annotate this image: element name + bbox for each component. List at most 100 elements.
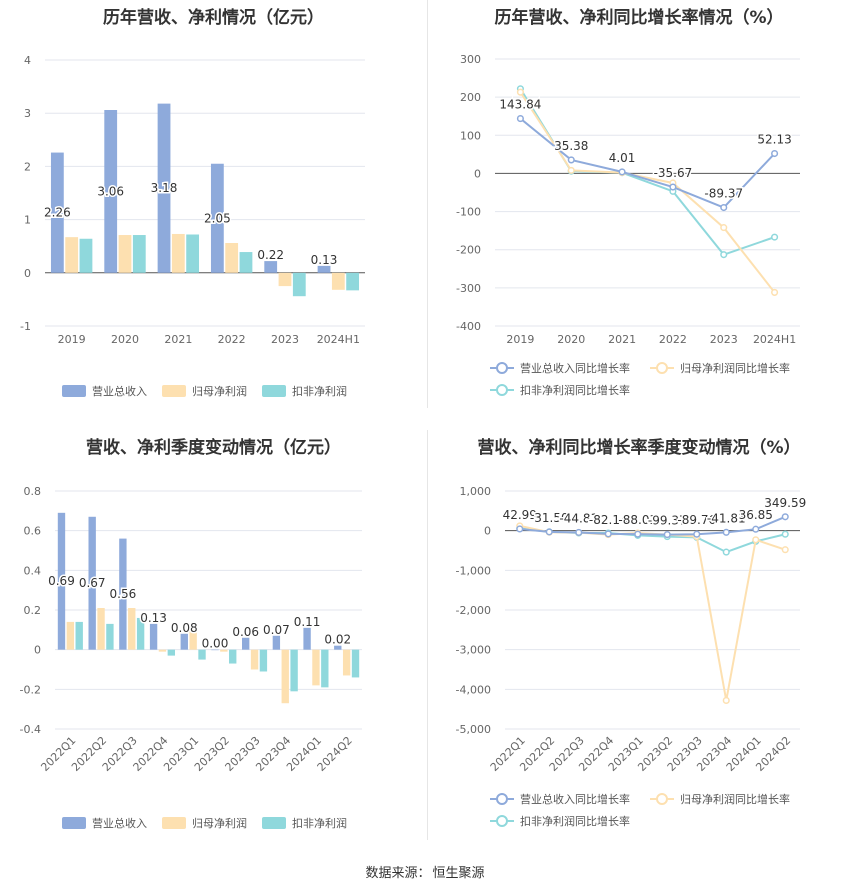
data-label: 0.13	[140, 611, 167, 625]
legend-swatch-marker	[496, 384, 508, 396]
data-label: -44.81	[559, 511, 598, 525]
legend-swatch	[62, 817, 86, 829]
bar-归母净利润	[171, 233, 185, 273]
y-tick-label: 0	[484, 525, 491, 538]
point-扣非净利润同比增长率	[722, 548, 730, 556]
data-label: 143.84	[499, 98, 541, 112]
bar-归母净利润	[278, 272, 292, 287]
legend-label: 扣非净利润同比增长率	[520, 814, 630, 828]
bar-营业总收入	[50, 152, 64, 273]
bar-扣非净利润	[106, 623, 114, 650]
data-label: 0.07	[263, 623, 290, 637]
point-营业总收入同比增长率	[618, 168, 626, 176]
bar-归母净利润	[128, 608, 136, 650]
data-label: 0.67	[79, 576, 106, 590]
point-营业总收入同比增长率	[516, 115, 524, 123]
point-营业总收入同比增长率	[567, 156, 575, 164]
bar-扣非净利润	[136, 617, 145, 650]
data-label: -82.14	[589, 513, 628, 527]
bar-归母净利润	[189, 627, 197, 650]
annual-bar-chart-svg: -1 0 1 2 3 4 2019 2020 2021 2022 2023 2024H1 2.26 3.0…	[20, 54, 365, 398]
bar-归母净利润	[250, 649, 259, 670]
data-label: 0.00	[202, 637, 229, 651]
bar-扣非净利润	[346, 272, 360, 291]
y-tick-label: 2	[24, 160, 31, 173]
bar-归母净利润	[331, 272, 345, 290]
y-tick-label: 0.4	[24, 564, 42, 577]
point-归母净利润同比增长率	[771, 288, 779, 296]
series-line-营业总收入同比增长率	[519, 515, 786, 536]
y-tick-label: 0.2	[24, 604, 42, 617]
legend-label: 归母净利润	[192, 816, 247, 830]
series-line-扣非净利润同比增长率	[519, 88, 775, 256]
chart-title: 营收、净利季度变动情况（亿元）	[86, 438, 341, 458]
chart-title: 历年营收、净利情况（亿元）	[103, 8, 324, 28]
data-label: 0.08	[171, 621, 198, 635]
quarterly-bar-chart-svg: -0.4-0.200.20.40.60.82022Q12022Q22022Q32…	[20, 485, 362, 830]
bar-营业总收入	[241, 637, 250, 650]
y-tick-label: -1	[20, 320, 31, 333]
point-营业总收入同比增长率	[693, 530, 701, 538]
vertical-divider-bottom	[427, 430, 428, 840]
data-label: -35.67	[654, 166, 693, 180]
y-tick-label: 1,000	[460, 485, 492, 498]
legend-label: 营业总收入	[92, 816, 147, 830]
bar-扣非净利润	[132, 235, 146, 273]
bar-归母净利润	[281, 649, 289, 704]
y-tick-label: -200	[456, 244, 481, 257]
bar-归母净利润	[225, 243, 239, 273]
data-label: 2.05	[204, 211, 231, 225]
source-name: 恒生聚源	[432, 866, 485, 881]
legend-swatch	[162, 385, 186, 397]
series-line-归母净利润同比增长率	[519, 91, 776, 294]
data-label: -89.37	[704, 187, 743, 201]
y-tick-label: -300	[456, 282, 481, 295]
legend-swatch-marker	[496, 362, 508, 374]
data-label: 0.56	[110, 587, 137, 601]
data-label: -89.76	[677, 513, 716, 527]
point-归母净利润同比增长率	[567, 166, 575, 174]
bar-扣非净利润	[186, 234, 200, 273]
y-tick-label: -2,000	[456, 604, 491, 617]
bar-扣非净利润	[229, 649, 237, 664]
point-营业总收入同比增长率	[634, 530, 642, 538]
bar-营业总收入	[104, 110, 118, 273]
point-营业总收入同比增长率	[663, 531, 671, 539]
x-tick-label: 2021	[164, 333, 192, 346]
legend-swatch-marker	[496, 793, 508, 805]
annual-revenue-profit-chart: 历年营收、净利情况（亿元） -1 0 1 2 3 4 2019 2020 2021 2022 202…	[0, 0, 427, 410]
x-tick-label: 2020	[111, 333, 139, 346]
series-line-营业总收入同比增长率	[519, 117, 776, 209]
y-tick-label: 0	[34, 644, 41, 657]
bar-扣非净利润	[351, 649, 360, 678]
data-label: 52.13	[757, 133, 791, 147]
bar-营业总收入	[211, 649, 219, 651]
bar-营业总收入	[334, 645, 342, 650]
y-tick-label: -0.4	[20, 723, 41, 736]
x-tick-label: 2024H1	[753, 333, 796, 346]
x-tick-label: 2023	[710, 333, 738, 346]
x-tick-label: 2019	[506, 333, 534, 346]
bar-营业总收入	[119, 538, 127, 650]
point-营业总收入同比增长率	[771, 149, 779, 158]
legend-label: 扣非净利润	[292, 816, 347, 830]
bar-归母净利润	[118, 235, 132, 273]
legend-label: 扣非净利润同比增长率	[520, 383, 630, 397]
y-tick-label: 0	[474, 167, 481, 180]
data-label: 0.69	[48, 574, 75, 588]
bar-归母净利润	[66, 621, 75, 650]
x-tick-label: 2022	[659, 333, 687, 346]
point-扣非净利润同比增长率	[781, 530, 789, 538]
chart-title: 营收、净利同比增长率季度变动情况（%）	[477, 438, 801, 458]
bar-营业总收入	[317, 265, 331, 273]
y-tick-label: -100	[456, 206, 481, 219]
source-label: 数据来源：	[365, 866, 431, 881]
legend-swatch	[162, 817, 186, 829]
x-tick-label: 2024H1	[317, 333, 360, 346]
bar-扣非净利润	[321, 649, 329, 688]
point-营业总收入同比增长率	[722, 528, 730, 536]
bar-营业总收入	[272, 635, 281, 650]
bar-扣非净利润	[290, 649, 298, 692]
x-tick-label: 2021	[608, 333, 636, 346]
y-tick-label: -0.2	[20, 683, 41, 696]
